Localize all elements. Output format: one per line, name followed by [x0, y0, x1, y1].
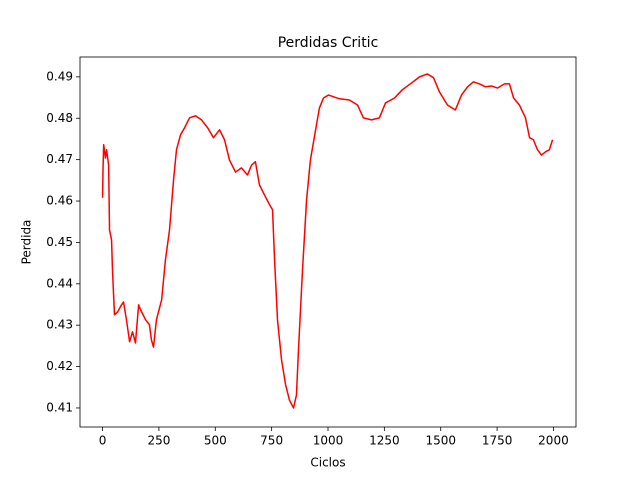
x-tick-label: 1000: [313, 434, 344, 448]
y-tick-label: 0.44: [46, 276, 73, 290]
y-tick-label: 0.48: [46, 111, 73, 125]
y-tick-label: 0.42: [46, 359, 73, 373]
x-tick-label: 1250: [369, 434, 400, 448]
y-tick-label: 0.43: [46, 318, 73, 332]
x-tick-label: 0: [99, 434, 107, 448]
y-tick-label: 0.41: [46, 400, 73, 414]
x-tick-label: 500: [204, 434, 227, 448]
x-tick-label: 2000: [538, 434, 569, 448]
y-tick-label: 0.47: [46, 152, 73, 166]
x-tick-label: 250: [147, 434, 170, 448]
x-tick-label: 1500: [425, 434, 456, 448]
y-tick-label: 0.46: [46, 194, 73, 208]
data-line: [101, 73, 554, 409]
x-tick-label: 1750: [482, 434, 513, 448]
chart-title: Perdidas Critic: [278, 35, 379, 51]
y-axis-label: Perdida: [20, 220, 34, 265]
x-tick-label: 750: [260, 434, 283, 448]
plot-frame: [79, 56, 577, 428]
y-tick-label: 0.49: [46, 69, 73, 83]
x-axis-label: Ciclos: [310, 456, 345, 470]
y-tick-label: 0.45: [46, 235, 73, 249]
